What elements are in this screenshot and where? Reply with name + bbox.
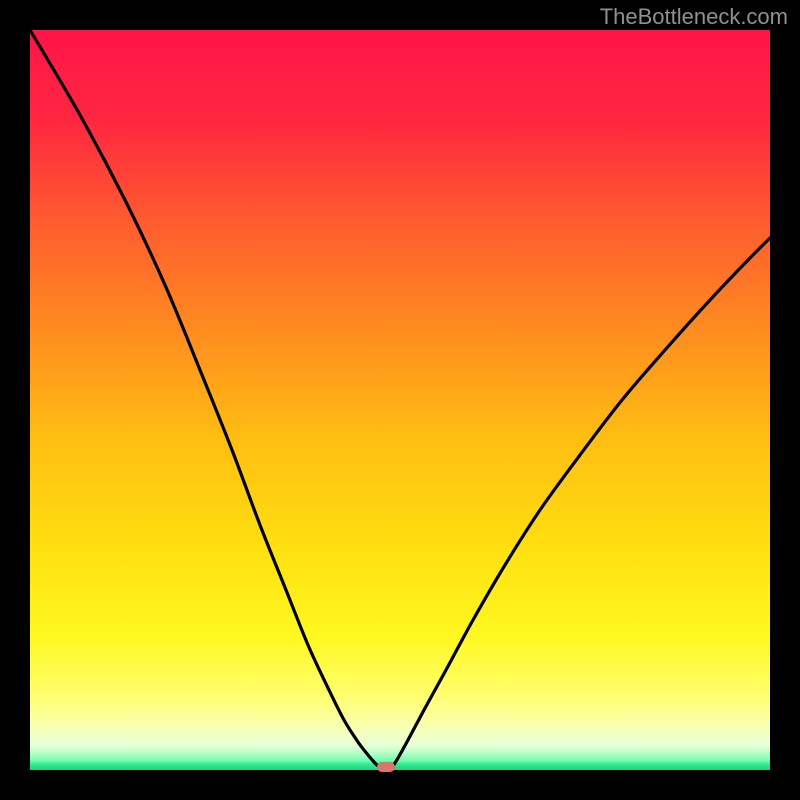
chart-container: TheBottleneck.com	[0, 0, 800, 800]
optimum-marker	[377, 762, 395, 772]
plot-gradient	[30, 30, 770, 770]
watermark-text: TheBottleneck.com	[600, 4, 788, 30]
bottleneck-chart	[0, 0, 800, 800]
